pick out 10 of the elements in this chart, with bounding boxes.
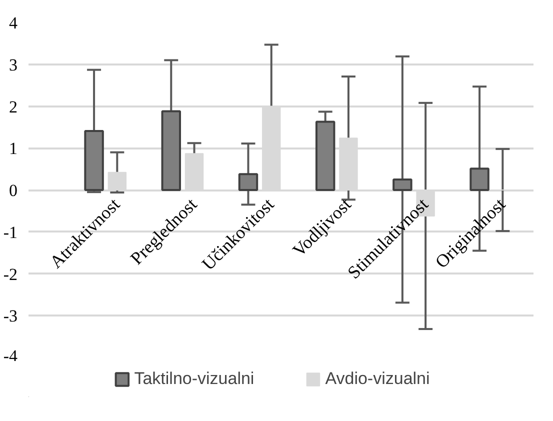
y-tick-label: 2 (9, 97, 18, 116)
legend-label: Avdio-vizualni (325, 369, 430, 389)
y-tick-label: -3 (3, 306, 18, 326)
y-tick-label: 0 (9, 181, 18, 200)
y-tick-label: 1 (9, 139, 18, 158)
y-tick-label: -2 (3, 264, 18, 284)
y-tick-label: -1 (3, 222, 18, 242)
legend-label: Taktilno-vizualni (134, 369, 254, 389)
y-tick-label: 3 (9, 55, 18, 74)
y-tick-label: 4 (9, 14, 18, 32)
